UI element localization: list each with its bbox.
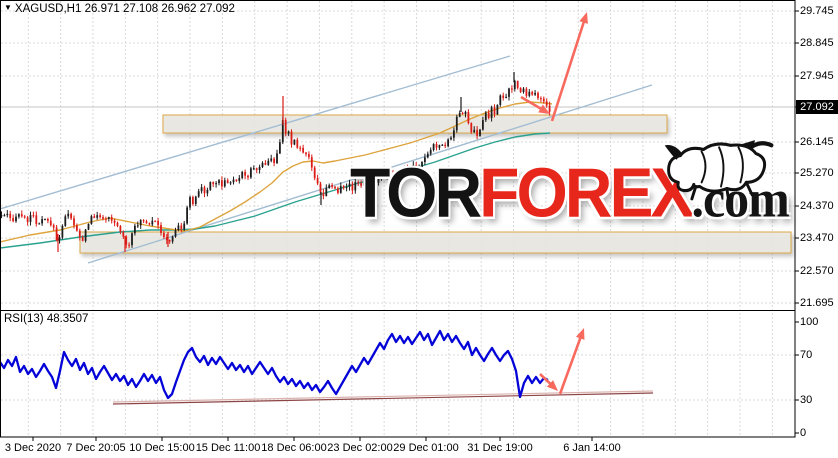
time-axis-label: 18 Dec 06:00 bbox=[261, 442, 327, 454]
torforex-watermark: TORFOREX.com bbox=[350, 140, 790, 233]
current-price-tag: 27.092 bbox=[796, 100, 838, 114]
price-axis-label: 22.570 bbox=[800, 265, 834, 277]
price-axis-label: 29.745 bbox=[800, 5, 834, 17]
time-axis-label: 10 Dec 15:00 bbox=[129, 442, 195, 454]
price-axis-label: 23.470 bbox=[800, 232, 834, 244]
time-axis-label: 31 Dec 19:00 bbox=[467, 442, 533, 454]
dropdown-arrow-icon[interactable]: ▼ bbox=[4, 3, 12, 12]
bull-icon bbox=[664, 140, 774, 203]
logo-tor: TOR bbox=[350, 153, 482, 232]
rsi-axis-label: 100 bbox=[800, 316, 819, 328]
time-axis-label: 23 Dec 02:00 bbox=[327, 442, 393, 454]
price-axis-label: 26.145 bbox=[800, 136, 834, 148]
rsi-axis-label: 30 bbox=[800, 394, 813, 406]
price-axis-label: 27.945 bbox=[800, 70, 834, 82]
symbol-info: ▼ XAGUSD,H1 26.971 27.108 26.962 27.092 bbox=[4, 3, 235, 15]
price-axis-label: 21.695 bbox=[800, 297, 834, 309]
symbol-ohlc-text: XAGUSD,H1 26.971 27.108 26.962 27.092 bbox=[14, 3, 235, 15]
time-axis-label: 6 Jan 14:00 bbox=[563, 442, 621, 454]
time-axis-label: 3 Dec 2020 bbox=[4, 442, 62, 454]
price-axis-label: 24.370 bbox=[800, 200, 834, 212]
rsi-axis-label: 70 bbox=[800, 349, 813, 361]
rsi-indicator-label: RSI(13) 48.3507 bbox=[4, 313, 89, 325]
logo-forex: FOREX bbox=[479, 153, 694, 232]
rsi-axis-label: 0 bbox=[800, 427, 807, 439]
time-axis-label: 29 Dec 01:00 bbox=[393, 442, 459, 454]
time-axis-label: 15 Dec 11:00 bbox=[195, 442, 261, 454]
price-axis-label: 28.845 bbox=[800, 37, 834, 49]
price-axis-label: 25.270 bbox=[800, 167, 834, 179]
time-axis-label: 7 Dec 20:05 bbox=[66, 442, 126, 454]
